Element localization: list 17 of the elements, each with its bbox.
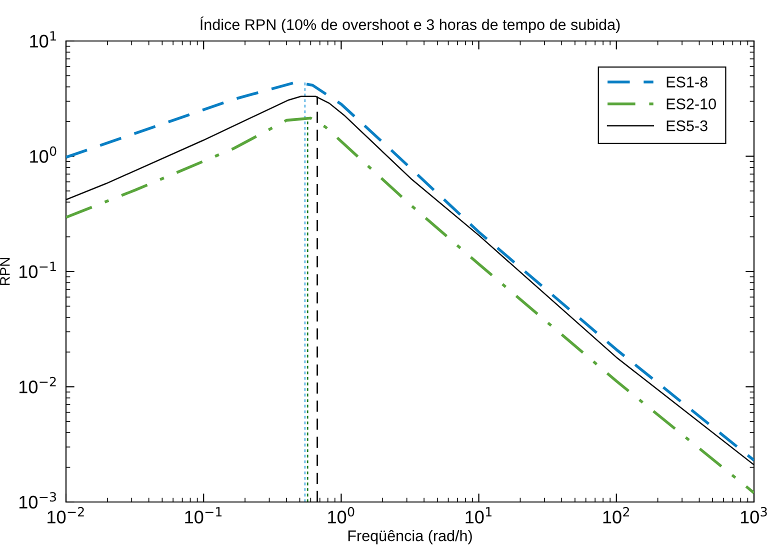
y-tick-label: 10$^{1}$ <box>30 31 56 48</box>
y-tick-label: 10$^{−1}$ <box>20 262 56 278</box>
legend-label: ES1-8 <box>666 76 708 88</box>
x-tick-label: 10$^{3}$ <box>740 506 767 524</box>
x-tick-label: 10$^{2}$ <box>603 506 629 524</box>
x-tick-label: 10$^{−2}$ <box>48 506 84 524</box>
chart-title: Índice RPN (10% de overshoot e 3 horas de tempo de subida) <box>200 16 620 34</box>
legend-label: ES2-10 <box>666 98 716 110</box>
x-tick-label: 10$^{1}$ <box>466 507 492 524</box>
x-tick-label: 10$^{−1}$ <box>185 507 222 524</box>
x-axis-title: Freqüência (rad/h) <box>348 530 472 544</box>
legend-label: ES5-3 <box>666 120 708 132</box>
y-tick-label: 10$^{0}$ <box>30 146 56 163</box>
y-tick-label: 10$^{−2}$ <box>20 376 56 394</box>
y-tick-label: 10$^{−3}$ <box>20 492 56 509</box>
y-axis-title: RPN <box>0 258 10 286</box>
x-tick-label: 10$^{0}$ <box>328 506 354 524</box>
